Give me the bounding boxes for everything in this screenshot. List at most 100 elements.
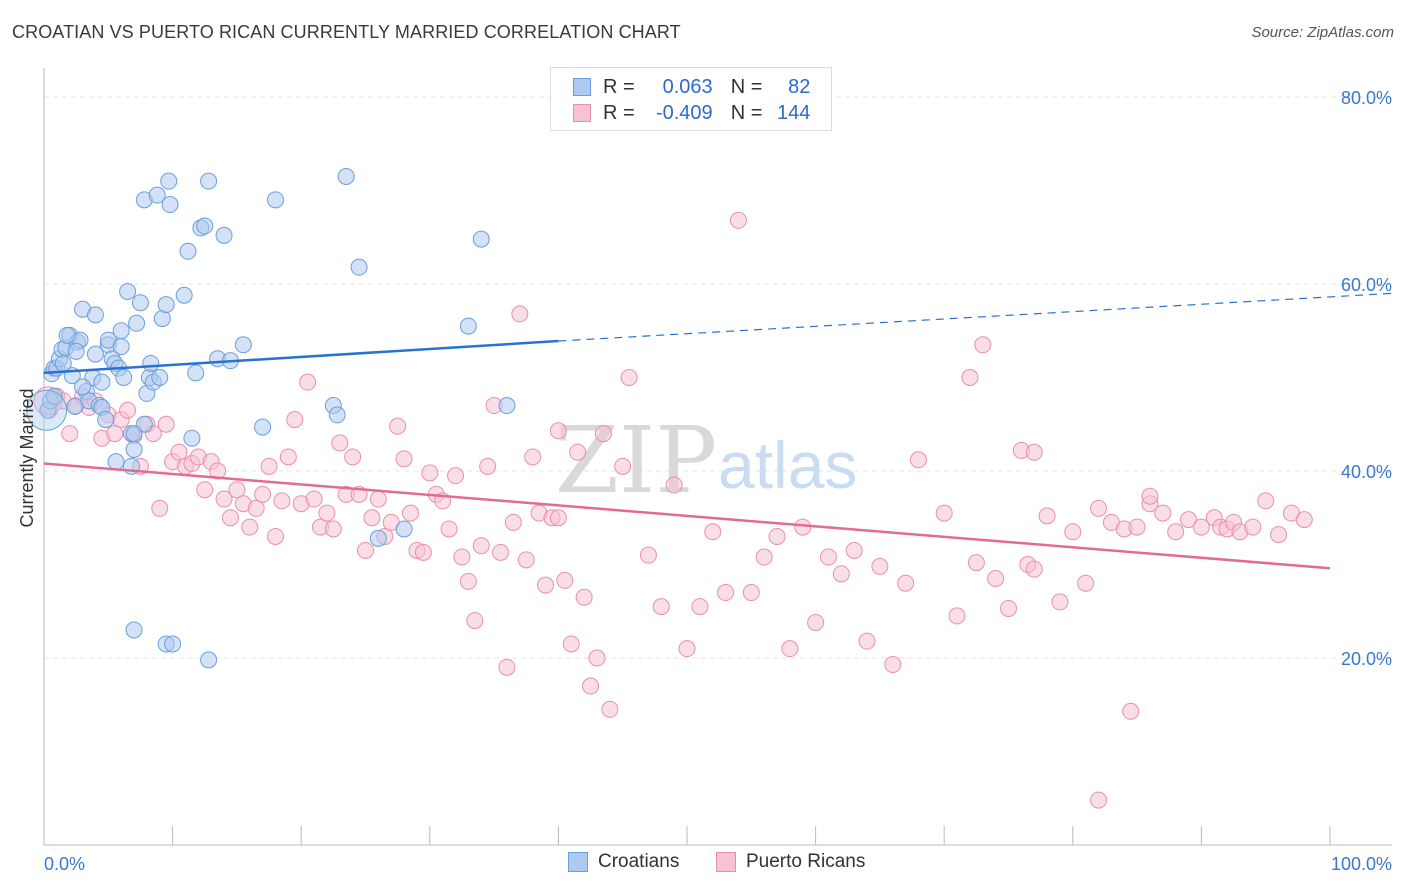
croatian-point — [125, 621, 143, 639]
puerto-rican-point — [639, 546, 657, 564]
puerto-rican-point — [961, 369, 979, 386]
croatian-point — [125, 440, 143, 458]
puerto-rican-point — [742, 584, 760, 602]
puerto-rican-point — [967, 554, 985, 572]
n-label: N = — [730, 101, 763, 124]
puerto-rican-point — [504, 513, 522, 531]
puerto-rican-point — [1064, 523, 1082, 541]
croatian-point — [112, 338, 130, 356]
puerto-rican-point — [119, 401, 137, 419]
puerto-rican-point — [1025, 560, 1043, 578]
chart-title: CROATIAN VS PUERTO RICAN CURRENTLY MARRI… — [12, 22, 681, 42]
puerto-rican-point — [498, 658, 516, 676]
trend-lines — [43, 292, 1393, 570]
puerto-rican-point — [511, 305, 529, 323]
x-tick-label-min: 0.0% — [44, 854, 85, 874]
n-value: 144 — [777, 101, 811, 124]
croatian-point — [337, 167, 355, 185]
puerto-rican-point — [871, 557, 889, 575]
watermark-atlas: atlas — [718, 428, 857, 502]
croatian-point — [187, 364, 205, 382]
puerto-rican-point — [794, 518, 812, 536]
legend-item-puerto-ricans: Puerto Ricans — [716, 851, 865, 873]
puerto-rican-point — [170, 443, 188, 461]
croatian-swatch — [573, 78, 591, 96]
r-value: -0.409 — [655, 101, 713, 124]
puerto-rican-point — [974, 336, 992, 354]
source-label: Source: ZipAtlas.com — [1251, 24, 1394, 41]
puerto-rican-point — [466, 612, 484, 630]
series-legend: Croatians Puerto Ricans — [0, 851, 1406, 877]
puerto-rican-point — [1090, 791, 1108, 809]
y-tick-label: 60.0% — [1341, 275, 1392, 295]
puerto-rican-point — [318, 504, 336, 522]
legend-row-croatians: R = 0.063 N = 82 — [573, 74, 810, 100]
x-tick-label-max: 100.0% — [1331, 854, 1392, 874]
croatian-point — [93, 373, 111, 391]
croatian-point — [157, 296, 175, 314]
puerto-rican-point — [614, 457, 632, 475]
croatian-point — [459, 317, 477, 335]
puerto-rican-point — [209, 462, 227, 480]
croatian-point — [160, 172, 178, 190]
puerto-rican-point — [678, 640, 696, 658]
n-value: 82 — [788, 75, 811, 98]
croatian-point — [67, 342, 85, 360]
puerto-rican-point — [421, 464, 439, 482]
puerto-rican-point — [704, 523, 722, 541]
puerto-rican-point — [447, 467, 465, 485]
grid-lines — [44, 96, 1392, 659]
puerto-rican-point — [479, 457, 497, 475]
puerto-rican-point — [1244, 518, 1262, 536]
puerto-rican-point — [402, 504, 420, 522]
croatian-point — [183, 429, 201, 447]
puerto-rican-point — [254, 485, 272, 503]
croatian-point — [74, 378, 92, 396]
puerto-rican-point — [832, 565, 850, 583]
puerto-rican-point — [524, 448, 542, 466]
croatian-point — [161, 196, 179, 214]
puerto-rican-trend-line — [43, 462, 1331, 570]
puerto-rican-point — [414, 543, 432, 561]
puerto-rican-point — [729, 211, 747, 229]
puerto-rican-point — [909, 451, 927, 469]
puerto-rican-point — [324, 520, 342, 538]
croatian-point — [45, 387, 63, 405]
y-tick-label: 40.0% — [1341, 462, 1392, 482]
croatian-point — [164, 635, 182, 653]
y-axis-label: Currently Married — [17, 388, 37, 527]
puerto-rican-point — [845, 541, 863, 559]
puerto-rican-point — [948, 607, 966, 625]
croatian-point — [131, 294, 149, 312]
puerto-rican-point — [1051, 593, 1069, 611]
tick-labels: 20.0% 40.0% 60.0% 80.0% 0.0% 100.0% — [44, 88, 1392, 874]
puerto-rican-point — [819, 548, 837, 566]
croatian-point — [215, 226, 233, 244]
croatian-point — [369, 529, 387, 547]
puerto-rican-swatch — [573, 104, 591, 122]
croatian-point — [395, 520, 413, 538]
puerto-rican-point — [588, 649, 606, 667]
croatian-point — [97, 411, 115, 429]
puerto-rican-point — [1154, 504, 1172, 522]
watermark: ZIP atlas — [555, 407, 857, 514]
puerto-rican-point — [279, 448, 297, 466]
puerto-rican-point — [1141, 487, 1159, 505]
puerto-rican-point — [492, 543, 510, 561]
croatian-point — [125, 425, 143, 443]
croatian-point — [175, 286, 193, 304]
croatian-point — [200, 651, 218, 669]
stats-legend: R = 0.063 N = 82 R = -0.409 N = 144 — [550, 67, 832, 131]
puerto-rican-point — [459, 572, 477, 590]
puerto-rican-point — [517, 551, 535, 569]
r-label: R = — [603, 101, 635, 124]
croatian-point — [119, 282, 137, 300]
puerto-rican-point — [344, 448, 362, 466]
legend-label-puerto-ricans: Puerto Ricans — [746, 851, 866, 872]
puerto-rican-swatch — [716, 852, 736, 872]
croatian-point — [151, 369, 169, 386]
n-label: N = — [730, 75, 763, 98]
puerto-rican-point — [247, 499, 265, 517]
croatian-point — [200, 172, 218, 190]
